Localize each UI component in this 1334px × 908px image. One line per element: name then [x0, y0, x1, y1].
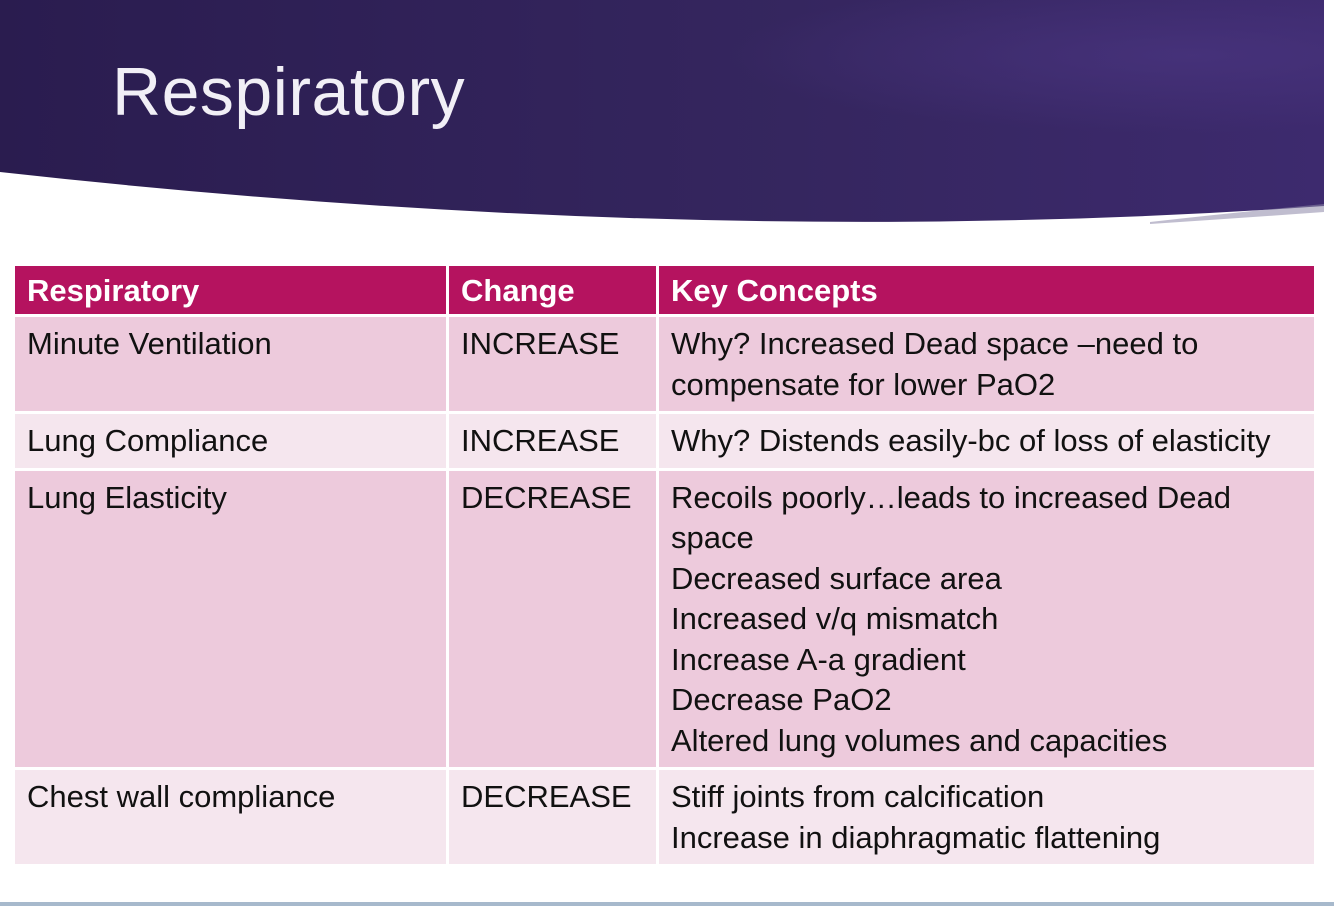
column-header-respiratory: Respiratory: [12, 263, 449, 317]
concept-line: Recoils poorly…leads to increased Dead s…: [671, 479, 1232, 556]
row-change: DECREASE: [446, 467, 659, 770]
row-change: INCREASE: [446, 314, 659, 414]
concept-line: Increase in diaphragmatic flattening: [671, 819, 1161, 855]
row-item: Chest wall compliance: [12, 767, 449, 867]
concept-line: Why? Increased Dead space –need to compe…: [671, 326, 1199, 402]
column-header-key-concepts: Key Concepts: [656, 263, 1317, 317]
row-item: Lung Compliance: [12, 411, 449, 471]
concept-line: Stiff joints from calcification: [671, 779, 1045, 814]
title-banner: [0, 0, 1324, 224]
concept-line: Increased v/q mismatch: [671, 601, 999, 636]
table-row: Minute Ventilation INCREASE Why? Increas…: [12, 314, 1317, 414]
row-concepts: Recoils poorly…leads to increased Dead s…: [656, 467, 1317, 770]
row-concepts: Why? Increased Dead space –need to compe…: [656, 314, 1317, 414]
row-change: INCREASE: [446, 411, 659, 471]
column-header-change: Change: [446, 263, 659, 317]
respiratory-table: Respiratory Change Key Concepts Minute V…: [12, 263, 1317, 867]
row-item: Minute Ventilation: [12, 314, 449, 414]
slide-title: Respiratory: [112, 54, 466, 130]
table-row: Lung Elasticity DECREASE Recoils poorly……: [12, 467, 1317, 770]
table-row: Lung Compliance INCREASE Why? Distends e…: [12, 411, 1317, 471]
concept-line: Why? Distends easily-bc of loss of elast…: [671, 423, 1271, 458]
row-concepts: Why? Distends easily-bc of loss of elast…: [656, 411, 1317, 471]
table-header-row: Respiratory Change Key Concepts: [12, 263, 1317, 317]
concept-line: Decrease PaO2: [671, 682, 892, 717]
table-row: Chest wall compliance DECREASE Stiff joi…: [12, 767, 1317, 867]
row-concepts: Stiff joints from calcification Increase…: [656, 767, 1317, 867]
footer-divider: [0, 902, 1334, 906]
concept-line: Decreased surface area: [671, 560, 1002, 596]
concept-line: Altered lung volumes and capacities: [671, 722, 1168, 758]
row-change: DECREASE: [446, 767, 659, 867]
concept-line: Increase A-a gradient: [671, 641, 966, 677]
row-item: Lung Elasticity: [12, 467, 449, 770]
